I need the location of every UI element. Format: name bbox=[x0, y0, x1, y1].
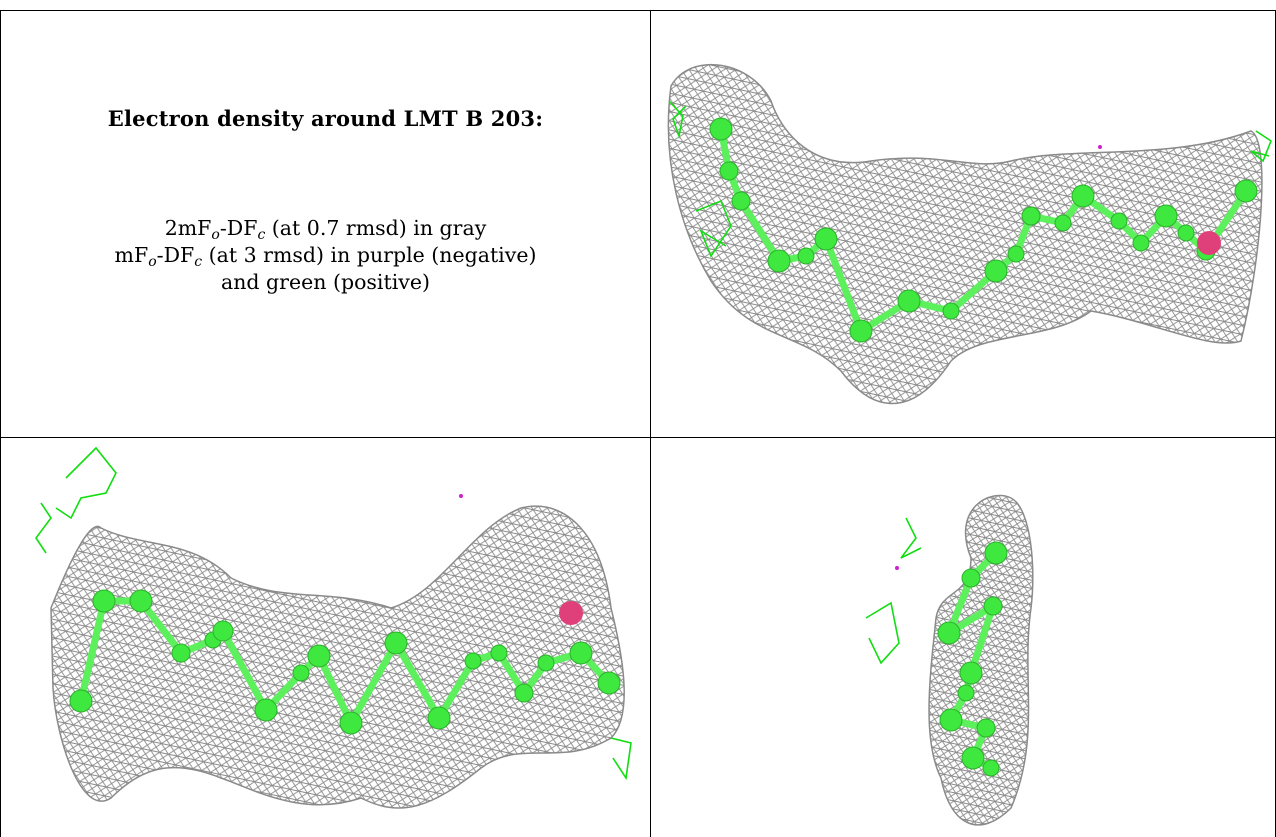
panel-title: Electron density around LMT B 203: bbox=[108, 106, 543, 131]
electron-density-mesh-icon bbox=[1, 438, 650, 837]
ligand-bl-atom bbox=[293, 665, 309, 681]
legend-line2-sub-c: c bbox=[194, 254, 202, 270]
ligand-bl-atom bbox=[308, 645, 330, 667]
ligand-br-atom bbox=[983, 760, 999, 776]
legend-line2-b: -DF bbox=[157, 243, 195, 267]
oxygen-atom bbox=[1197, 231, 1221, 255]
ligand-tr-atom bbox=[720, 162, 738, 180]
ligand-br-atom bbox=[984, 597, 1002, 615]
diff-purple-blob bbox=[459, 494, 463, 498]
ligand-tr-atom bbox=[1008, 246, 1024, 262]
oxygen-atom bbox=[559, 601, 583, 625]
ligand-bl-atom bbox=[213, 621, 233, 641]
ligand-bl-atom bbox=[428, 707, 450, 729]
ligand-tr-atom bbox=[1111, 213, 1127, 229]
ligand-tr-atom bbox=[732, 192, 750, 210]
diff-green-blob bbox=[901, 518, 921, 558]
ligand-tr-atom bbox=[943, 303, 959, 319]
ligand-bl-atom bbox=[93, 590, 115, 612]
legend-description: 2mFo-DFc (at 0.7 rmsd) in gray mFo-DFc (… bbox=[115, 215, 537, 296]
ligand-br-atom bbox=[938, 622, 960, 644]
ligand-bl-atom bbox=[538, 655, 554, 671]
ligand-tr-atom bbox=[768, 250, 790, 272]
ligand-bl-atom bbox=[515, 684, 533, 702]
legend-line1-b: -DF bbox=[220, 216, 258, 240]
legend-line-mfo: mFo-DFc (at 3 rmsd) in purple (negative) bbox=[115, 242, 537, 269]
legend-line-green: and green (positive) bbox=[115, 269, 537, 296]
ligand-br-atom bbox=[977, 719, 995, 737]
diff-green-blob bbox=[866, 603, 899, 663]
ligand-bl-atom bbox=[70, 690, 92, 712]
ligand-bl-atom bbox=[130, 590, 152, 612]
density-mesh bbox=[668, 65, 1262, 404]
ligand-tr-atom bbox=[1235, 180, 1257, 202]
legend-line2-sub-o: o bbox=[148, 254, 156, 270]
ligand-tr-atom bbox=[798, 248, 814, 264]
legend-panel: Electron density around LMT B 203: 2mFo-… bbox=[1, 11, 650, 437]
legend-line-2mfo: 2mFo-DFc (at 0.7 rmsd) in gray bbox=[115, 215, 537, 242]
ligand-tr-atom bbox=[1022, 207, 1040, 225]
diff-green-blob bbox=[36, 503, 51, 553]
ligand-tr-atom bbox=[1155, 205, 1177, 227]
legend-line1-sub-o: o bbox=[211, 227, 219, 243]
ligand-br-atom bbox=[960, 662, 982, 684]
electron-density-mesh-icon bbox=[651, 438, 1275, 837]
ligand-br-atom bbox=[958, 685, 974, 701]
ligand-bl-atom bbox=[385, 632, 407, 654]
ligand-bl-atom bbox=[570, 642, 592, 664]
legend-line1-c: (at 0.7 rmsd) in gray bbox=[265, 216, 486, 240]
ligand-br-atom bbox=[962, 569, 980, 587]
ligand-tr-atom bbox=[898, 290, 920, 312]
view-top-right bbox=[651, 11, 1275, 437]
diff-green-blob bbox=[611, 738, 631, 778]
ligand-bl-atom bbox=[340, 712, 362, 734]
ligand-bl-atom bbox=[465, 653, 481, 669]
view-bottom-right bbox=[651, 438, 1275, 837]
ligand-bl-atom bbox=[255, 699, 277, 721]
ligand-tr-atom bbox=[1178, 225, 1194, 241]
ligand-tr-atom bbox=[850, 320, 872, 342]
ligand-bl-atom bbox=[172, 644, 190, 662]
view-bottom-left bbox=[1, 438, 650, 837]
legend-line2-a: mF bbox=[115, 243, 149, 267]
ligand-bl-atom bbox=[598, 672, 620, 694]
ligand-tr-atom bbox=[1055, 215, 1071, 231]
density-mesh bbox=[929, 496, 1033, 825]
diff-green-blob bbox=[56, 448, 116, 518]
density-mesh bbox=[51, 506, 624, 808]
electron-density-mesh-icon bbox=[651, 11, 1275, 437]
ligand-bl-atom bbox=[491, 645, 507, 661]
diff-purple-blob bbox=[895, 566, 899, 570]
ligand-tr-atom bbox=[1072, 185, 1094, 207]
ligand-tr-atom bbox=[985, 260, 1007, 282]
ligand-br-atom bbox=[985, 542, 1007, 564]
legend-line2-c: (at 3 rmsd) in purple (negative) bbox=[202, 243, 536, 267]
ligand-br-atom bbox=[962, 747, 984, 769]
diff-purple-blob bbox=[1098, 145, 1102, 149]
ligand-br-atom bbox=[940, 709, 962, 731]
ligand-tr-atom bbox=[710, 118, 732, 140]
ligand-tr-atom bbox=[1133, 235, 1149, 251]
legend-line1-a: 2mF bbox=[165, 216, 212, 240]
ligand-tr-atom bbox=[815, 228, 837, 250]
